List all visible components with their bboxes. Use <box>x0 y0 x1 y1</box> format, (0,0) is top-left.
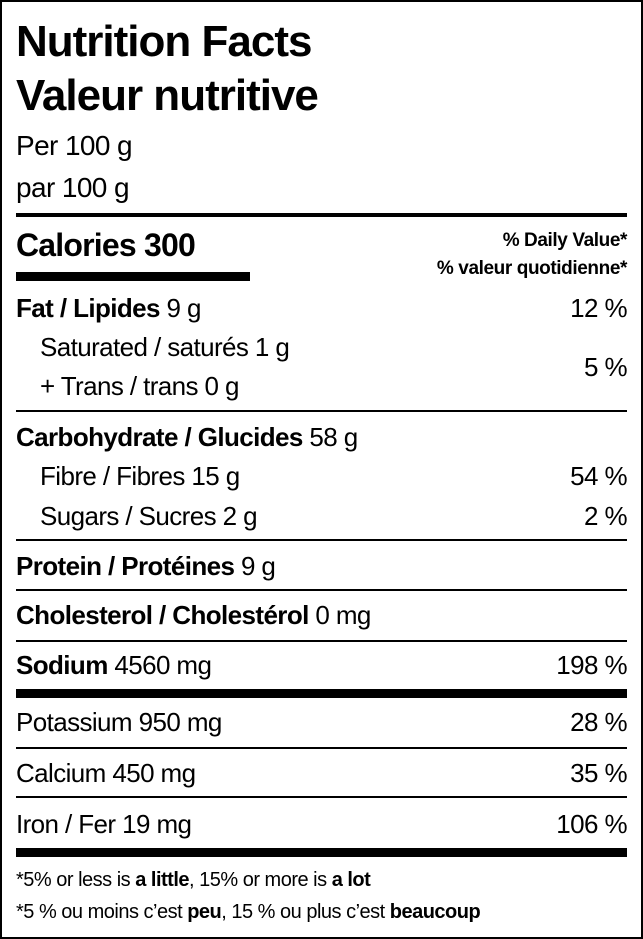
sugars-row: Sugars / Sucres 2 g <box>40 501 258 531</box>
sodium-dv: 198 % <box>556 650 627 680</box>
protein-row: Protein / Protéines 9 g <box>16 551 276 581</box>
divider-thick <box>16 848 627 857</box>
fat-row: Fat / Lipides 9 g <box>16 293 201 323</box>
divider <box>16 640 627 642</box>
divider <box>16 410 627 412</box>
calcium-row: Calcium 450 mg <box>16 758 196 788</box>
divider <box>16 539 627 541</box>
iron-row: Iron / Fer 19 mg <box>16 809 192 839</box>
carbohydrate-row: Carbohydrate / Glucides 58 g <box>16 422 358 452</box>
divider-thick <box>16 213 627 217</box>
footnote-en: *5% or less is a little, 15% or more is … <box>16 869 371 891</box>
calories-label: Calories <box>16 227 137 263</box>
dv-header-fr: % valeur quotidienne* <box>436 258 627 279</box>
dv-header-en: % Daily Value* <box>502 230 628 251</box>
iron-dv: 106 % <box>556 809 627 839</box>
divider <box>16 589 627 591</box>
serving-fr: par 100 g <box>16 172 130 203</box>
divider <box>16 747 627 749</box>
fibre-row: Fibre / Fibres 15 g <box>40 461 240 491</box>
sugars-dv: 2 % <box>583 501 628 531</box>
divider-thick <box>16 689 627 698</box>
sodium-row: Sodium 4560 mg <box>16 650 212 680</box>
cholesterol-row: Cholesterol / Cholestérol 0 mg <box>16 600 371 630</box>
calcium-dv: 35 % <box>570 758 627 788</box>
fibre-dv: 54 % <box>570 461 627 491</box>
footnote-fr: *5 % ou moins c’est peu, 15 % ou plus c’… <box>16 901 481 923</box>
title-en: Nutrition Facts <box>16 17 312 66</box>
calories-value: 300 <box>143 227 196 263</box>
potassium-row: Potassium 950 mg <box>16 707 222 737</box>
sat-trans-dv: 5 % <box>583 352 628 382</box>
calories: Calories 300 <box>16 227 196 263</box>
fat-dv: 12 % <box>570 293 627 323</box>
potassium-dv: 28 % <box>570 707 627 737</box>
saturated-row: Saturated / saturés 1 g <box>40 332 290 362</box>
trans-row: + Trans / trans 0 g <box>40 371 239 401</box>
title-fr: Valeur nutritive <box>16 71 319 120</box>
calories-underline <box>16 272 250 281</box>
serving-en: Per 100 g <box>16 130 133 161</box>
divider <box>16 796 627 798</box>
